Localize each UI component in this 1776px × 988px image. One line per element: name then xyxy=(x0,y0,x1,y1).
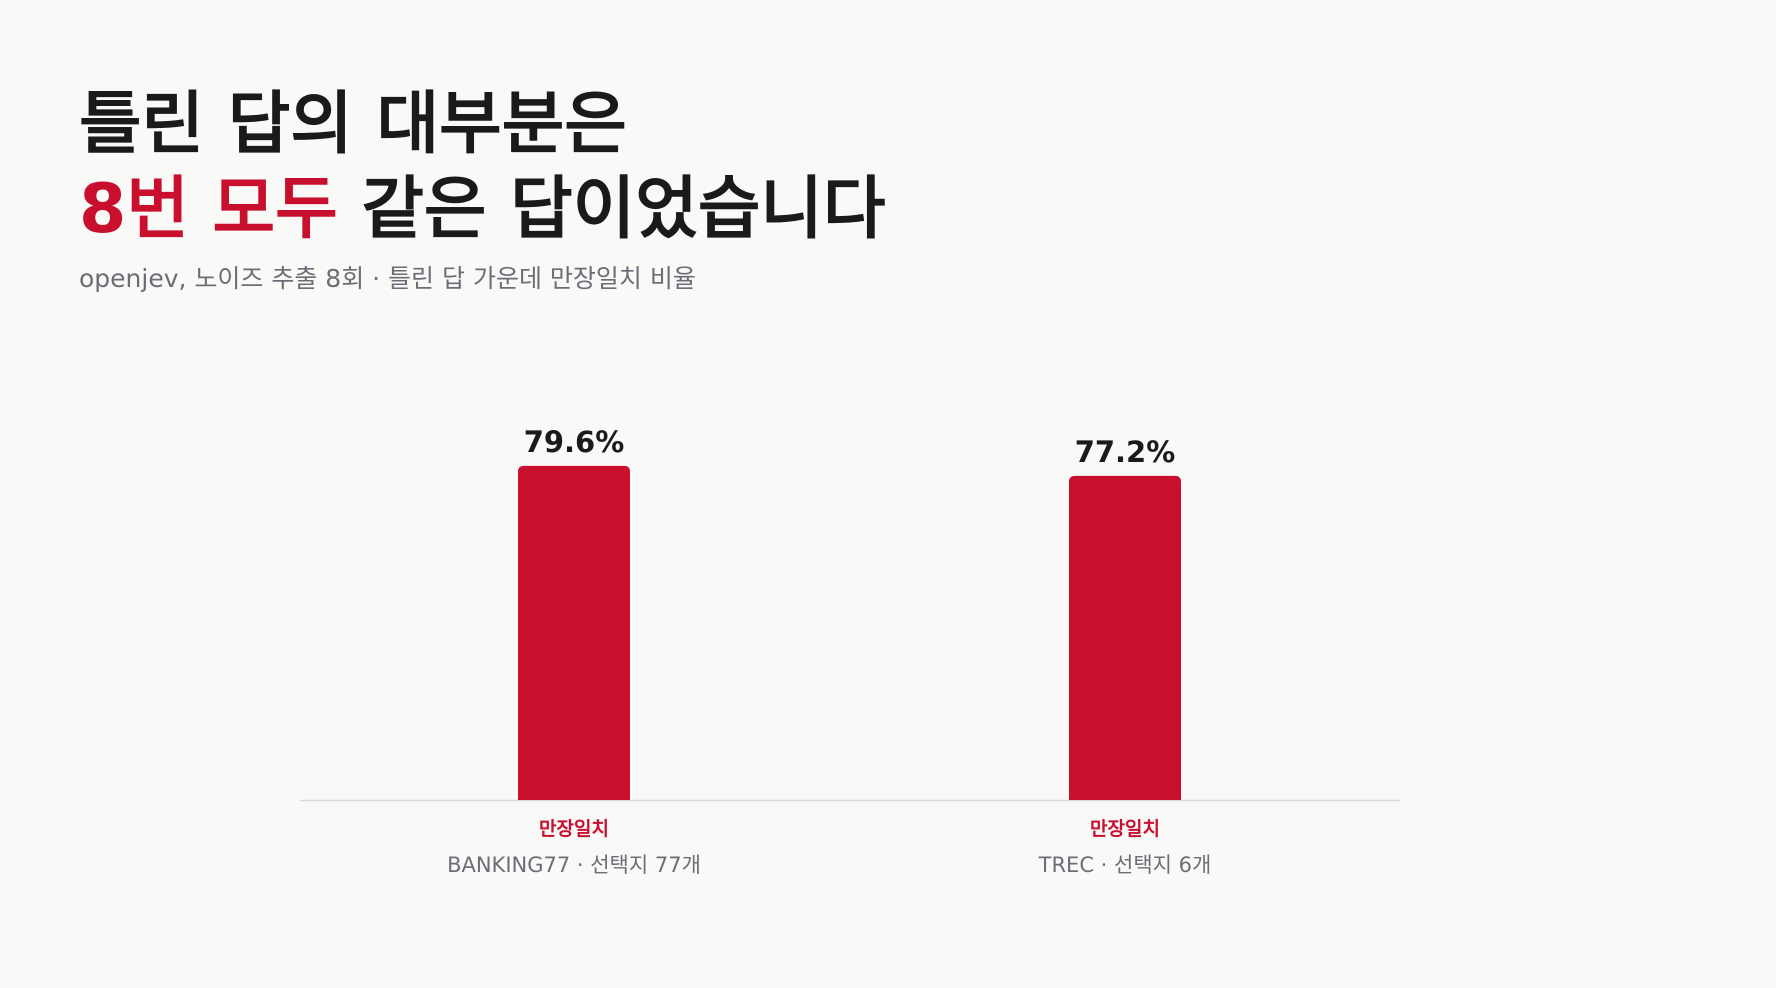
title-line: 8번 모두 같은 답이었습니다 xyxy=(79,170,886,249)
series-label: 만장일치 xyxy=(1090,818,1160,840)
subtitle: openjev, 노이즈 추출 8회 · 틀린 답 가운데 만장일치 비율 xyxy=(79,264,696,293)
x-tick-label: TREC · 선택지 6개 xyxy=(1038,853,1212,877)
bar xyxy=(1069,475,1181,800)
bar xyxy=(518,465,630,800)
series-label: 만장일치 xyxy=(539,818,609,840)
title-highlight: 8번 모두 xyxy=(79,170,338,249)
value-label: 77.2% xyxy=(1075,435,1176,469)
title-rest: 같은 답이었습니다 xyxy=(361,170,885,249)
value-label: 79.6% xyxy=(524,425,625,459)
title-line: 틀린 답의 대부분은 xyxy=(79,85,627,164)
x-tick-label: BANKING77 · 선택지 77개 xyxy=(447,853,701,877)
